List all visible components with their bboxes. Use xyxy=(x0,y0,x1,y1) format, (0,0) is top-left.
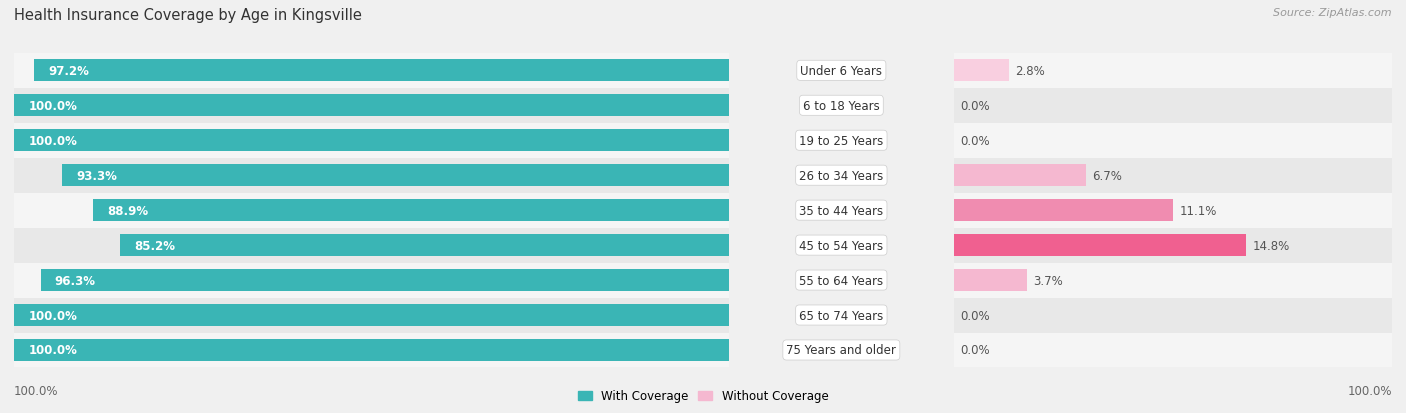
Bar xyxy=(62,165,728,187)
Text: 11.1%: 11.1% xyxy=(1180,204,1216,217)
Text: 45 to 54 Years: 45 to 54 Years xyxy=(799,239,883,252)
Text: Under 6 Years: Under 6 Years xyxy=(800,65,883,78)
Text: 3.7%: 3.7% xyxy=(1033,274,1063,287)
Text: 0.0%: 0.0% xyxy=(960,309,990,322)
Bar xyxy=(953,263,1392,298)
Bar xyxy=(14,158,728,193)
Text: 100.0%: 100.0% xyxy=(28,309,77,322)
Text: 0.0%: 0.0% xyxy=(960,100,990,112)
Bar xyxy=(14,228,728,263)
Text: 100.0%: 100.0% xyxy=(28,344,77,356)
Legend: With Coverage, Without Coverage: With Coverage, Without Coverage xyxy=(572,385,834,407)
Text: 6 to 18 Years: 6 to 18 Years xyxy=(803,100,880,112)
Bar xyxy=(41,270,728,291)
Bar xyxy=(14,54,728,88)
Bar xyxy=(953,298,1392,333)
Bar xyxy=(14,130,728,152)
Bar xyxy=(14,123,728,158)
Bar xyxy=(953,123,1392,158)
Bar xyxy=(953,193,1392,228)
Bar xyxy=(953,54,1392,88)
Text: 75 Years and older: 75 Years and older xyxy=(786,344,896,356)
Text: 100.0%: 100.0% xyxy=(28,134,77,147)
Text: 100.0%: 100.0% xyxy=(14,384,59,397)
Text: 100.0%: 100.0% xyxy=(28,100,77,112)
Text: 97.2%: 97.2% xyxy=(48,65,89,78)
Text: 14.8%: 14.8% xyxy=(1253,239,1289,252)
Bar xyxy=(14,298,728,333)
Bar xyxy=(14,333,728,368)
Bar xyxy=(14,339,728,361)
Text: 6.7%: 6.7% xyxy=(1092,169,1122,182)
Text: 55 to 64 Years: 55 to 64 Years xyxy=(799,274,883,287)
Bar xyxy=(953,88,1392,123)
Text: 26 to 34 Years: 26 to 34 Years xyxy=(799,169,883,182)
Text: 88.9%: 88.9% xyxy=(108,204,149,217)
Text: 96.3%: 96.3% xyxy=(55,274,96,287)
Bar xyxy=(14,88,728,123)
Text: 2.8%: 2.8% xyxy=(1015,65,1045,78)
Bar xyxy=(14,95,728,117)
Bar xyxy=(93,200,728,221)
Bar xyxy=(953,158,1392,193)
Text: 93.3%: 93.3% xyxy=(76,169,117,182)
Bar xyxy=(34,60,728,82)
Bar xyxy=(953,235,1246,256)
Bar xyxy=(14,304,728,326)
Text: 100.0%: 100.0% xyxy=(1347,384,1392,397)
Text: 0.0%: 0.0% xyxy=(960,344,990,356)
Bar xyxy=(120,235,728,256)
Text: Source: ZipAtlas.com: Source: ZipAtlas.com xyxy=(1274,8,1392,18)
Text: 85.2%: 85.2% xyxy=(134,239,176,252)
Text: Health Insurance Coverage by Age in Kingsville: Health Insurance Coverage by Age in King… xyxy=(14,8,361,23)
Text: 35 to 44 Years: 35 to 44 Years xyxy=(799,204,883,217)
Text: 65 to 74 Years: 65 to 74 Years xyxy=(799,309,883,322)
Bar xyxy=(953,200,1173,221)
Bar xyxy=(14,263,728,298)
Bar xyxy=(953,165,1085,187)
Text: 0.0%: 0.0% xyxy=(960,134,990,147)
Bar xyxy=(953,60,1010,82)
Bar xyxy=(953,333,1392,368)
Bar xyxy=(14,193,728,228)
Text: 19 to 25 Years: 19 to 25 Years xyxy=(799,134,883,147)
Bar xyxy=(953,270,1026,291)
Bar xyxy=(953,228,1392,263)
